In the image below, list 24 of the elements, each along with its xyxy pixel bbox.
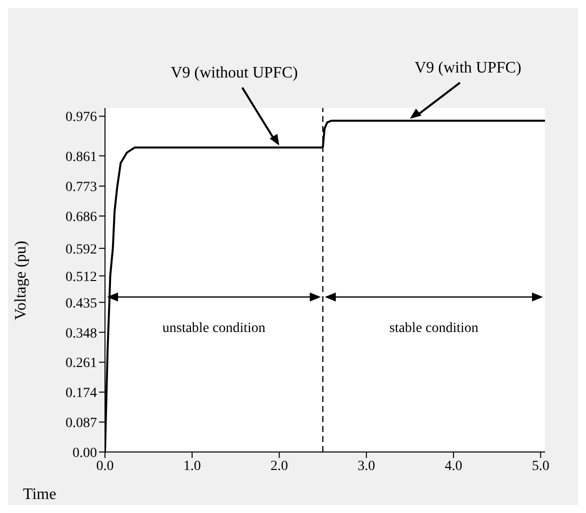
y-tick-label: 0.976 <box>66 110 97 126</box>
y-tick-label: 0.087 <box>66 416 97 432</box>
y-tick-label: 0.861 <box>66 150 97 165</box>
x-tick-label: 3.0 <box>358 458 376 474</box>
x-axis-title: Time <box>23 486 56 503</box>
y-tick-label: 0.512 <box>66 270 97 285</box>
text: V9 (with UPFC) <box>414 60 522 77</box>
x-tick-label: 0.0 <box>96 458 114 474</box>
y-tick-label: 0.174 <box>66 386 97 402</box>
x-tick-label: 4.0 <box>444 458 462 474</box>
text: V9 (without UPFC) <box>170 64 298 82</box>
x-tick-label: 2.0 <box>270 458 288 474</box>
y-tick-label: 0.348 <box>66 326 97 342</box>
annotation: unstable condition <box>162 321 266 336</box>
y-tick-label: 0.773 <box>66 180 97 196</box>
x-tick-label: 1.0 <box>183 458 201 474</box>
x-tick-label: 5.0 <box>532 458 550 474</box>
y-tick-label: 0.261 <box>66 356 97 372</box>
y-axis-title: Voltage (pu) <box>12 240 30 320</box>
y-tick-label: 0.00 <box>72 446 97 461</box>
annotation: stable condition <box>389 321 478 336</box>
y-tick-label: 0.686 <box>66 210 97 225</box>
y-tick-label: 0.435 <box>66 296 97 312</box>
y-tick-label: 0.592 <box>66 242 97 258</box>
